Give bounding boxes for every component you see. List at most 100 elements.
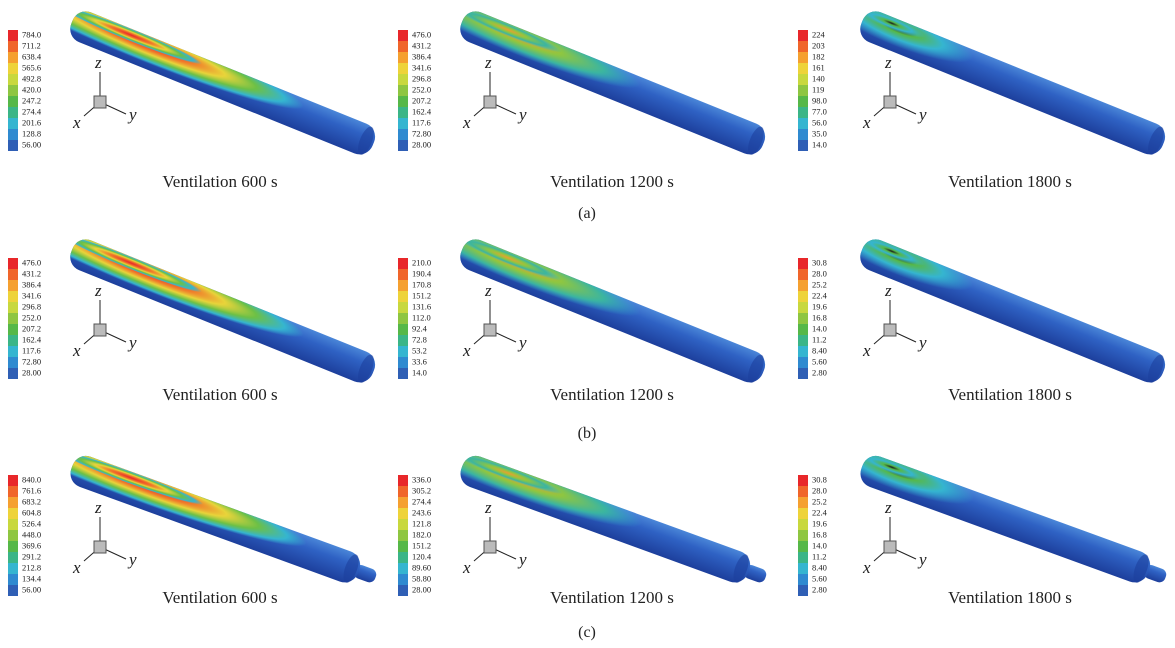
legend-swatch: [398, 96, 408, 107]
legend-swatch: [8, 585, 18, 596]
caption: Ventilation 1200 s: [550, 172, 674, 191]
legend-swatch: [798, 291, 808, 302]
legend-label: 19.6: [812, 518, 827, 528]
legend-label: 683.2: [22, 496, 41, 506]
legend-label: 638.4: [22, 51, 42, 61]
legend-swatch: [8, 552, 18, 563]
legend-label: 162.4: [22, 334, 42, 344]
axis-cube: [484, 324, 496, 336]
axis-label: y: [517, 550, 527, 569]
legend-label: 170.8: [412, 279, 431, 289]
legend-swatch: [798, 74, 808, 85]
legend-label: 243.6: [412, 507, 431, 517]
axis-cube: [484, 96, 496, 108]
legend-swatch: [398, 302, 408, 313]
legend-label: 476.0: [22, 257, 41, 267]
legend-swatch: [798, 585, 808, 596]
legend-label: 28.00: [22, 367, 41, 377]
legend-label: 72.80: [22, 356, 41, 366]
legend-label: 305.2: [412, 485, 431, 495]
legend-swatch: [8, 519, 18, 530]
tube: [0, 411, 384, 593]
legend-swatch: [8, 258, 18, 269]
legend-swatch: [398, 335, 408, 346]
legend-label: 604.8: [22, 507, 41, 517]
legend-label: 212.8: [22, 562, 41, 572]
legend-swatch: [798, 475, 808, 486]
legend-swatch: [8, 324, 18, 335]
legend-swatch: [8, 368, 18, 379]
legend-swatch: [798, 519, 808, 530]
legend-label: 33.6: [412, 356, 427, 366]
legend-swatch: [8, 508, 18, 519]
legend-swatch: [398, 74, 408, 85]
legend-label: 2.80: [812, 367, 827, 377]
legend-label: 162.4: [412, 106, 432, 116]
legend-label: 5.60: [812, 356, 827, 366]
legend-label: 30.8: [812, 474, 827, 484]
legend-label: 151.2: [412, 540, 431, 550]
legend-label: 72.8: [412, 334, 427, 344]
legend-swatch: [398, 140, 408, 151]
legend-label: 72.80: [412, 128, 431, 138]
legend-label: 98.0: [812, 95, 827, 105]
legend-label: 92.4: [412, 323, 428, 333]
legend-swatch: [398, 508, 408, 519]
tube: [390, 0, 773, 159]
caption: Ventilation 1800 s: [948, 385, 1072, 404]
page: {"axes": {"x": "x", "y": "y", "z": "z"},…: [0, 0, 1175, 648]
legend-swatch: [798, 30, 808, 41]
legend-label: 16.8: [812, 312, 827, 322]
legend-label: 56.00: [22, 139, 41, 149]
legend-label: 134.4: [22, 573, 42, 583]
legend-swatch: [8, 335, 18, 346]
legend-swatch: [8, 302, 18, 313]
legend-label: 224: [812, 29, 826, 39]
caption: Ventilation 1800 s: [948, 172, 1072, 191]
legend-label: 14.0: [812, 139, 827, 149]
legend-label: 28.00: [412, 584, 431, 594]
axis-label: y: [917, 550, 927, 569]
legend-swatch: [398, 475, 408, 486]
caption: Ventilation 600 s: [162, 588, 277, 607]
legend-label: 448.0: [22, 529, 41, 539]
legend-swatch: [398, 486, 408, 497]
legend-label: 14.0: [412, 367, 427, 377]
axis-label: x: [72, 341, 81, 360]
legend-label: 5.60: [812, 573, 827, 583]
legend-swatch: [398, 563, 408, 574]
legend-swatch: [398, 52, 408, 63]
legend-swatch: [798, 52, 808, 63]
legend-swatch: [398, 552, 408, 563]
caption: Ventilation 600 s: [162, 385, 277, 404]
axis-label: z: [94, 53, 102, 72]
legend-swatch: [798, 530, 808, 541]
legend-swatch: [398, 497, 408, 508]
legend-swatch: [8, 497, 18, 508]
axis-cube: [94, 324, 106, 336]
legend-label: 431.2: [22, 268, 41, 278]
legend-label: 14.0: [812, 540, 827, 550]
legend-label: 840.0: [22, 474, 41, 484]
legend-label: 476.0: [412, 29, 431, 39]
legend-label: 117.6: [22, 345, 41, 355]
axis-cube: [884, 324, 896, 336]
legend-label: 121.8: [412, 518, 431, 528]
legend-label: 89.60: [412, 562, 431, 572]
legend-label: 8.40: [812, 562, 827, 572]
axis-label: y: [917, 105, 927, 124]
figure: (a)784.0711.2638.4565.6492.8420.0247.227…: [0, 0, 1175, 648]
legend-swatch: [8, 291, 18, 302]
legend-swatch: [798, 140, 808, 151]
legend-swatch: [798, 541, 808, 552]
legend-label: 420.0: [22, 84, 41, 94]
legend-swatch: [798, 508, 808, 519]
legend-label: 274.4: [22, 106, 42, 116]
contour: [0, 411, 313, 561]
axis-label: x: [72, 113, 81, 132]
legend-label: 252.0: [412, 84, 431, 94]
legend-label: 341.6: [412, 62, 431, 72]
legend-swatch: [8, 63, 18, 74]
axis-label: z: [884, 53, 892, 72]
axis-label: z: [94, 498, 102, 517]
